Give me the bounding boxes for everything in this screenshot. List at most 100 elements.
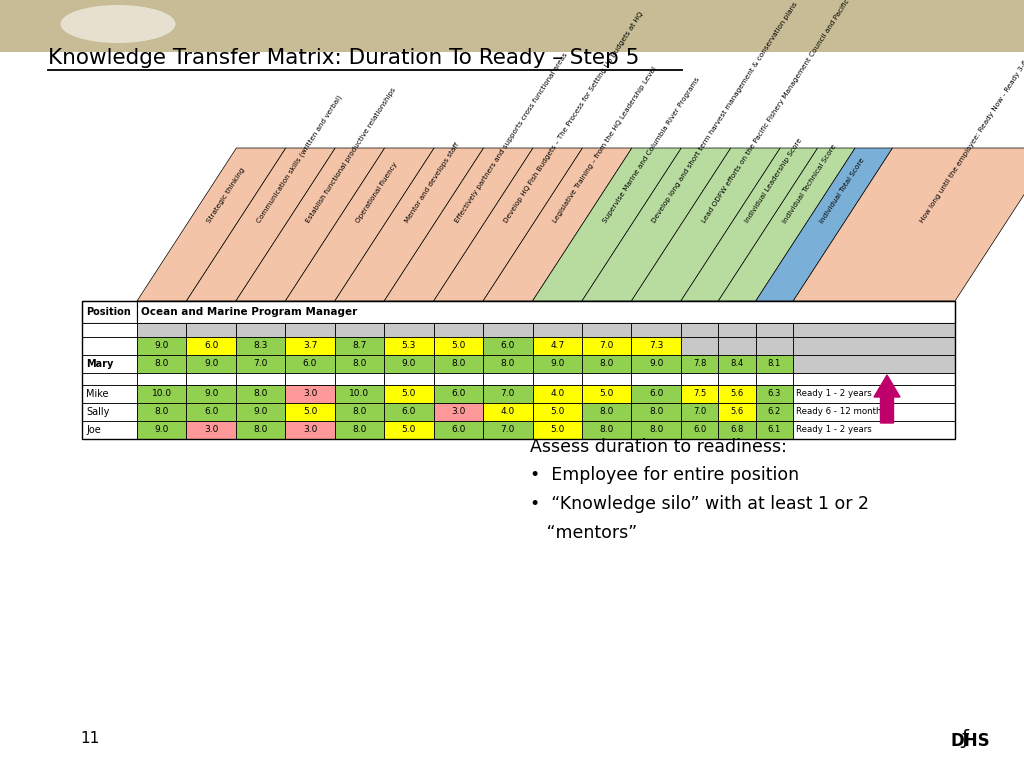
Text: 5.0: 5.0 [401,389,416,399]
Bar [632,373,681,385]
Text: 8.0: 8.0 [649,408,664,416]
Text: 8.0: 8.0 [452,359,466,369]
Text: 8.0: 8.0 [253,425,268,435]
Text: 8.0: 8.0 [352,425,367,435]
Bar [433,323,483,337]
Bar [137,373,186,385]
Bar [137,355,186,373]
Text: Mike: Mike [86,389,109,399]
Bar [483,403,532,421]
Bar [335,355,384,373]
Text: 6.0: 6.0 [452,425,466,435]
Bar [718,385,756,403]
Text: 6.0: 6.0 [693,425,707,435]
Text: 11: 11 [80,731,99,746]
Text: 10.0: 10.0 [152,389,172,399]
Text: 3.7: 3.7 [303,342,317,350]
Bar [384,337,433,355]
Text: 5.6: 5.6 [730,389,743,399]
Text: 6.0: 6.0 [501,342,515,350]
Text: 6.0: 6.0 [204,408,218,416]
Text: Develop HQ Fish Budgets – The Process for Setting Up Budgets at HQ: Develop HQ Fish Budgets – The Process fo… [503,12,644,224]
Text: 6.2: 6.2 [768,408,781,416]
Text: 3.0: 3.0 [303,425,317,435]
Bar [137,403,186,421]
Text: 8.0: 8.0 [599,359,613,369]
Text: 5.0: 5.0 [599,389,613,399]
Polygon shape [718,148,855,301]
Text: Ready 1 - 2 years: Ready 1 - 2 years [797,425,872,435]
Bar [681,421,718,439]
Text: Sally: Sally [86,407,110,417]
Bar [756,323,794,337]
Text: 6.3: 6.3 [768,389,781,399]
Bar [236,385,286,403]
Bar [137,337,186,355]
Text: 8.0: 8.0 [352,359,367,369]
Bar [483,421,532,439]
Text: 6.0: 6.0 [649,389,664,399]
Bar [582,403,632,421]
Bar [82,355,137,373]
Text: 7.0: 7.0 [501,425,515,435]
Bar [137,421,186,439]
Text: 6.0: 6.0 [452,389,466,399]
Bar [137,323,186,337]
Bar [681,337,718,355]
Bar [532,355,582,373]
Text: 5.0: 5.0 [401,425,416,435]
Bar [794,323,955,337]
Text: Assess duration to readiness:
•  Employee for entire position
•  “Knowledge silo: Assess duration to readiness: • Employee… [530,438,869,541]
Text: 7.5: 7.5 [693,389,707,399]
Bar [433,337,483,355]
Text: 9.0: 9.0 [253,408,268,416]
Text: Mentor and develops staff: Mentor and develops staff [404,142,461,224]
Text: 9.0: 9.0 [204,389,218,399]
Text: Knowledge Transfer Matrix: Duration To Ready – Step 5: Knowledge Transfer Matrix: Duration To R… [48,48,639,68]
Bar [632,385,681,403]
Bar [286,421,335,439]
Bar [82,373,137,385]
Bar [186,373,236,385]
Bar [794,337,955,355]
Text: 4.7: 4.7 [550,342,564,350]
Text: 3.0: 3.0 [204,425,218,435]
Bar [532,385,582,403]
Polygon shape [335,148,483,301]
Bar [186,421,236,439]
Bar [794,373,955,385]
Bar [794,385,955,403]
Text: 7.0: 7.0 [253,359,268,369]
Text: 3.0: 3.0 [452,408,466,416]
Text: 6.0: 6.0 [204,342,218,350]
Bar [82,385,137,403]
Text: 5.0: 5.0 [452,342,466,350]
Bar [433,403,483,421]
Text: 8.0: 8.0 [155,408,169,416]
Bar [582,385,632,403]
Bar [756,403,794,421]
Bar [384,373,433,385]
Bar [756,355,794,373]
Bar [384,403,433,421]
Text: Ready 1 - 2 years: Ready 1 - 2 years [797,389,872,399]
Text: 6.0: 6.0 [401,408,416,416]
Polygon shape [794,148,1024,301]
Polygon shape [632,148,780,301]
Text: 9.0: 9.0 [649,359,664,369]
Bar [82,403,137,421]
Text: 9.0: 9.0 [204,359,218,369]
Bar [718,323,756,337]
Text: 9.0: 9.0 [401,359,416,369]
Bar [186,337,236,355]
Bar [718,421,756,439]
Bar [137,301,955,323]
Bar [433,421,483,439]
Text: 7.8: 7.8 [693,359,707,369]
Bar [137,385,186,403]
Text: Ocean and Marine Program Manager: Ocean and Marine Program Manager [141,307,357,317]
Text: 8.3: 8.3 [253,342,268,350]
Bar [0,0,1024,52]
Bar [433,355,483,373]
Polygon shape [286,148,434,301]
